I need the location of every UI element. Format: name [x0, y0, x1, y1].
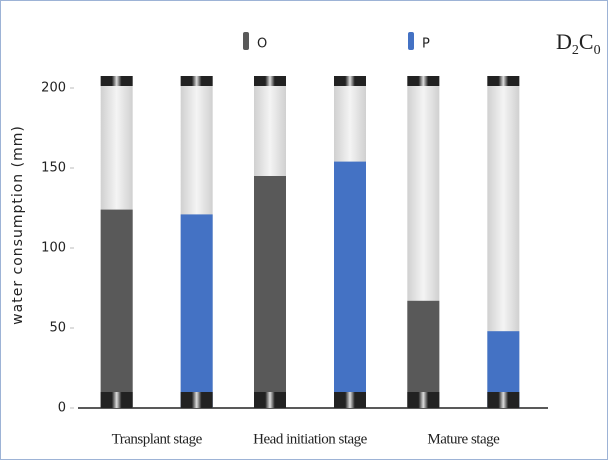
y-axis-label: water consumption (mm)	[10, 125, 26, 325]
tube-cap	[254, 392, 286, 408]
annotation-part: C	[579, 29, 594, 54]
x-tick-label: Transplant stage	[112, 431, 203, 447]
legend-swatch	[408, 32, 414, 50]
tube-cap	[407, 392, 440, 408]
tube-cap	[334, 76, 366, 86]
tube-cap	[487, 76, 520, 86]
y-tick-label: 150	[41, 161, 66, 176]
tube-cap	[180, 76, 213, 86]
tube-cap	[407, 76, 440, 86]
tube-cap	[100, 392, 133, 408]
legend-label: P	[422, 37, 430, 52]
y-tick-label: 100	[41, 241, 66, 256]
annotation-part: 2	[572, 43, 579, 58]
bar	[100, 209, 133, 408]
tube-cap	[100, 76, 133, 86]
annotation-part: 0	[594, 43, 601, 58]
bar	[334, 161, 366, 408]
y-tick-label: 0	[58, 401, 66, 416]
y-tick-label: 200	[41, 81, 66, 96]
annotation-part: D	[556, 29, 572, 54]
annotation: D2C0	[556, 29, 601, 58]
x-tick-label: Head initiation stage	[253, 431, 367, 447]
tube-cap	[180, 392, 213, 408]
legend-label: O	[257, 37, 267, 52]
tube-cap	[254, 76, 286, 86]
tube-cap	[334, 392, 366, 408]
bar	[180, 214, 213, 408]
tube-cap	[487, 392, 520, 408]
x-tick-label: Mature stage	[427, 431, 500, 447]
y-tick-label: 50	[49, 321, 66, 336]
legend-swatch	[243, 32, 249, 50]
bar	[254, 176, 286, 408]
bar	[407, 300, 440, 408]
